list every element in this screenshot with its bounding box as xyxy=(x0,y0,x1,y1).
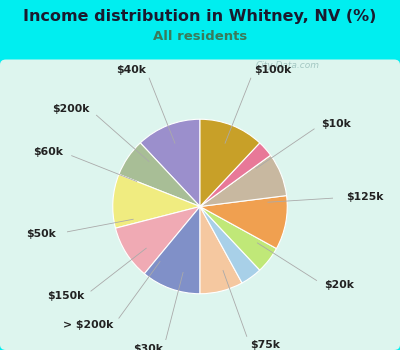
Text: $200k: $200k xyxy=(52,104,90,114)
Text: All residents: All residents xyxy=(153,30,247,43)
Wedge shape xyxy=(200,119,260,206)
Wedge shape xyxy=(200,196,287,248)
Wedge shape xyxy=(113,174,200,228)
Text: > $200k: > $200k xyxy=(64,320,114,330)
Wedge shape xyxy=(116,206,200,274)
Text: City-Data.com: City-Data.com xyxy=(256,61,320,70)
Text: $40k: $40k xyxy=(116,65,146,75)
Wedge shape xyxy=(144,206,200,294)
Wedge shape xyxy=(200,206,242,294)
Text: $30k: $30k xyxy=(134,344,164,350)
FancyBboxPatch shape xyxy=(0,60,400,350)
Wedge shape xyxy=(119,143,200,206)
Text: $150k: $150k xyxy=(47,292,84,301)
Text: $10k: $10k xyxy=(322,119,351,129)
Text: $20k: $20k xyxy=(324,280,354,290)
Wedge shape xyxy=(200,206,276,270)
Text: $75k: $75k xyxy=(250,340,280,350)
Wedge shape xyxy=(140,119,200,206)
Text: Income distribution in Whitney, NV (%): Income distribution in Whitney, NV (%) xyxy=(23,9,377,24)
Wedge shape xyxy=(200,155,286,206)
Text: $60k: $60k xyxy=(34,147,64,158)
Wedge shape xyxy=(200,206,260,283)
Text: $100k: $100k xyxy=(254,65,291,75)
Text: $125k: $125k xyxy=(346,192,384,202)
Wedge shape xyxy=(200,143,270,206)
Text: $50k: $50k xyxy=(26,229,56,239)
